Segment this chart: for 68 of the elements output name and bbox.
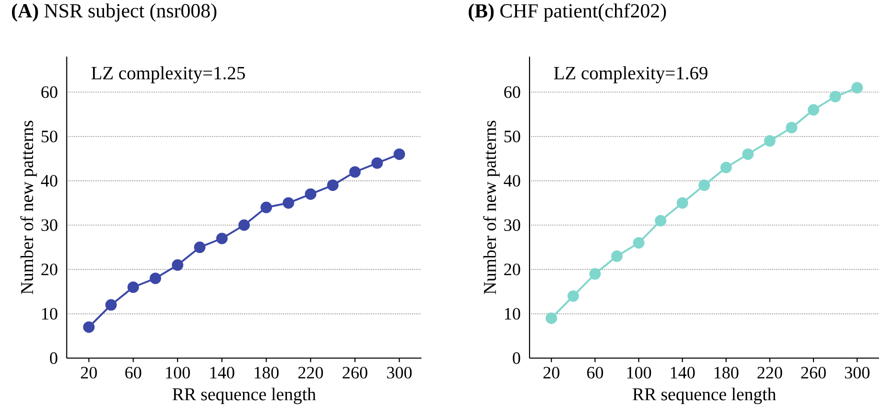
point — [830, 90, 842, 102]
point — [654, 214, 666, 226]
y-tick-label: 60 — [41, 86, 58, 98]
x-tick-label: 260 — [342, 366, 368, 378]
point — [567, 290, 579, 302]
y-tick-label: 0 — [512, 352, 520, 364]
x-tick-label: 220 — [758, 366, 782, 378]
point — [371, 157, 383, 169]
point — [851, 82, 863, 94]
x-tick-label: 100 — [166, 366, 190, 378]
point — [698, 179, 710, 191]
y-tick-label: 30 — [504, 219, 520, 231]
point — [282, 197, 294, 209]
y-tick-label: 50 — [42, 130, 58, 142]
x-tick-label: 180 — [254, 366, 279, 378]
point — [808, 104, 820, 116]
y-tick-label: 50 — [504, 130, 520, 142]
point — [83, 321, 95, 333]
point — [611, 250, 623, 262]
chart-title: (B) CHF patient(chf202) — [468, 3, 666, 22]
point — [238, 219, 250, 231]
y-tick-label: 10 — [42, 308, 58, 320]
point — [589, 268, 601, 280]
y-tick-label: 60 — [504, 86, 520, 98]
point — [546, 312, 558, 324]
y-axis-title: Number of new patterns — [483, 120, 500, 294]
point — [676, 197, 688, 209]
point — [304, 188, 316, 200]
point — [394, 148, 406, 160]
point — [720, 162, 732, 174]
point — [172, 259, 184, 271]
y-tick-label: 10 — [505, 308, 520, 320]
y-tick-label: 30 — [41, 219, 58, 231]
y-tick-label: 40 — [504, 174, 520, 187]
point — [633, 237, 644, 249]
point — [127, 281, 139, 293]
point — [105, 299, 117, 311]
x-tick-label: 140 — [210, 366, 234, 378]
x-tick-label: 20 — [543, 366, 560, 378]
x-tick-label: 60 — [125, 366, 142, 378]
x-tick-label: 60 — [587, 366, 604, 378]
x-tick-label: 300 — [844, 366, 870, 378]
point — [194, 241, 206, 253]
chart-title: (A) NSR subject (nsr008) — [12, 3, 216, 22]
x-tick-label: 180 — [714, 366, 738, 378]
x-tick-label: 20 — [80, 366, 97, 378]
point — [327, 179, 339, 191]
point — [150, 272, 162, 284]
annotation: LZ complexity=1.69 — [554, 66, 708, 84]
x-tick-label: 100 — [627, 366, 652, 378]
annotation: LZ complexity=1.25 — [91, 66, 245, 84]
point — [786, 122, 798, 134]
point — [260, 202, 272, 214]
x-tick-label: 260 — [801, 366, 826, 378]
point — [349, 166, 361, 178]
x-axis-title: RR sequence length — [172, 388, 316, 404]
y-tick-label: 0 — [50, 352, 58, 364]
point — [216, 232, 228, 244]
point — [742, 148, 754, 160]
y-axis-title: Number of new patterns — [20, 120, 37, 294]
x-tick-label: 140 — [670, 366, 695, 378]
x-tick-label: 220 — [298, 366, 323, 378]
y-tick-label: 40 — [40, 174, 58, 187]
y-tick-label: 20 — [41, 264, 58, 276]
x-tick-label: 300 — [387, 366, 412, 378]
point — [764, 135, 776, 147]
y-tick-label: 20 — [504, 264, 520, 276]
x-axis-title: RR sequence length — [632, 388, 776, 404]
